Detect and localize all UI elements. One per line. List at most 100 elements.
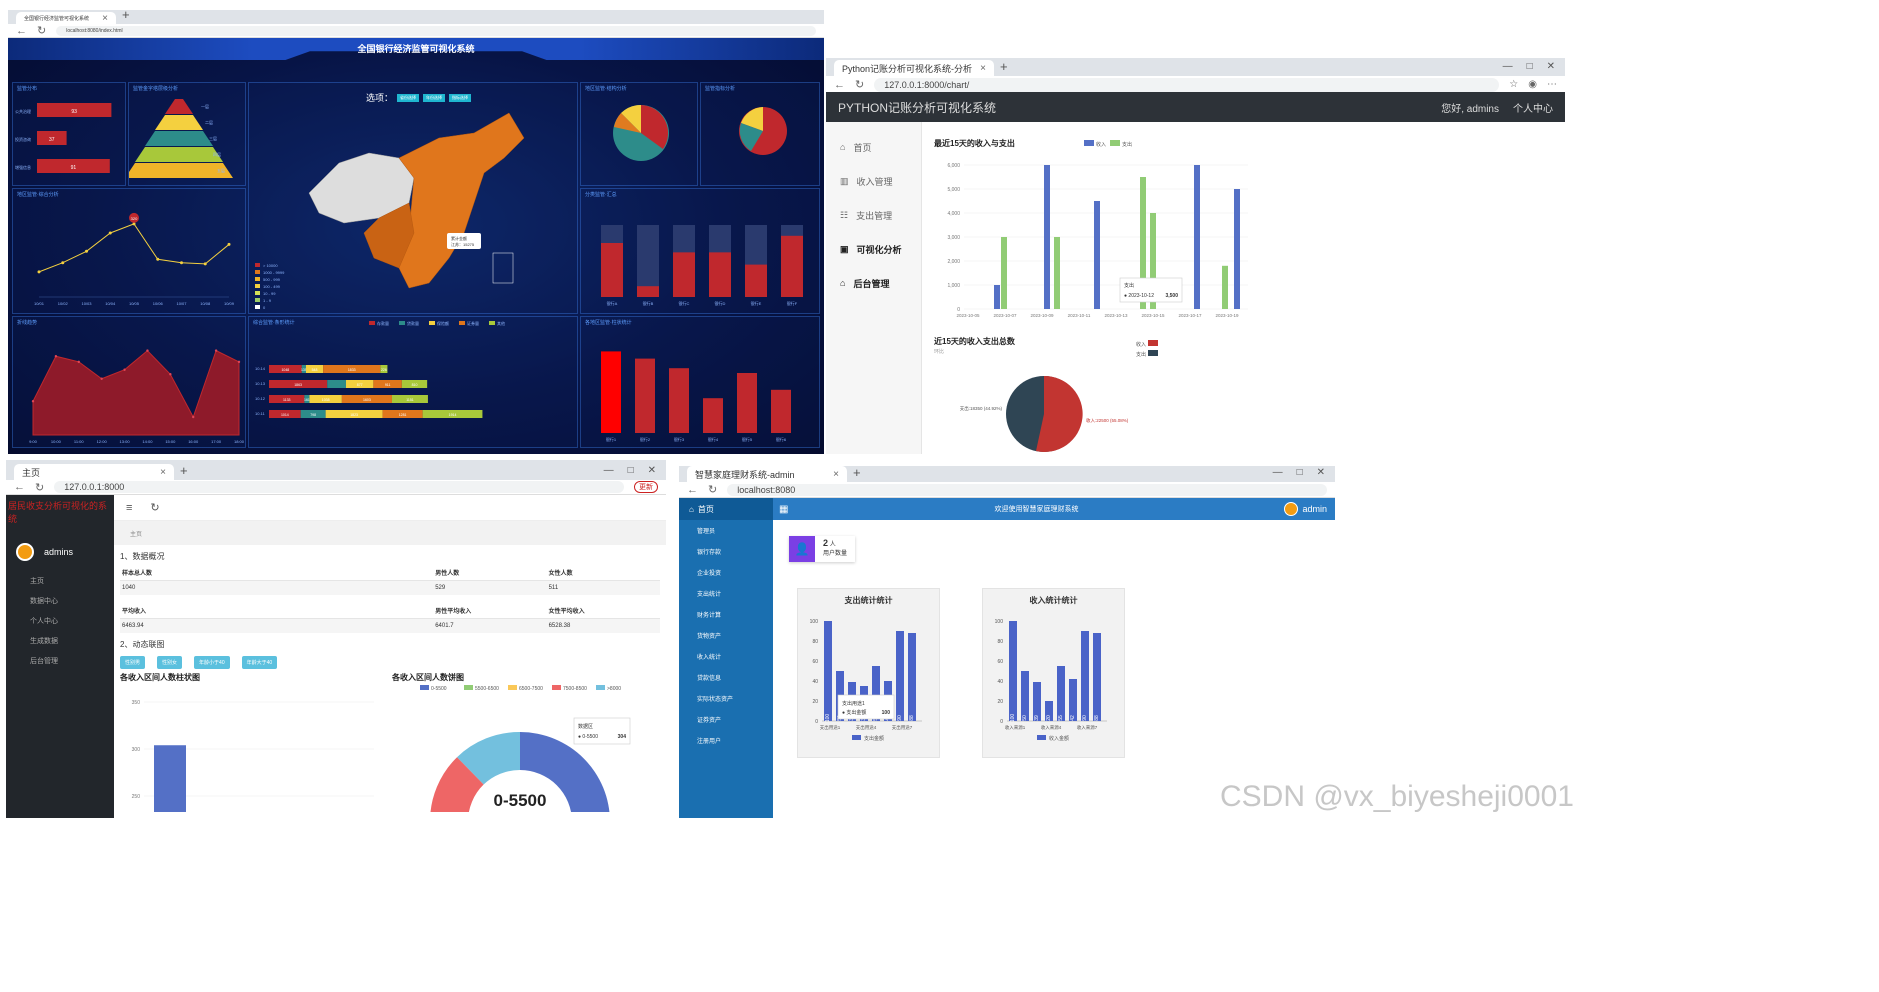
close-window-icon[interactable]: ✕ (647, 465, 656, 476)
address-bar[interactable]: localhost:8080 (727, 483, 1327, 496)
vbar-bar (635, 358, 655, 433)
reload-icon[interactable]: ↻ (855, 79, 865, 91)
sidebar-item-visual[interactable]: ▣ 可视化分析 (826, 232, 921, 266)
sidebar-item-home[interactable]: ⌂ 首页 (826, 130, 921, 164)
dashboard-tab[interactable]: 全国银行经济监管可视化系统 × (16, 12, 116, 24)
sidebar-item[interactable]: 企业投资 (697, 571, 722, 577)
user-menu[interactable]: 个人中心 (1513, 103, 1553, 115)
map-legend-swatch (255, 270, 260, 274)
stack-bar-fill (673, 252, 695, 297)
sidebar-item[interactable]: 注册用户 (697, 739, 722, 745)
reload-icon[interactable]: ↻ (35, 481, 45, 494)
new-tab-icon[interactable]: + (180, 463, 188, 478)
new-tab-icon[interactable]: + (122, 10, 130, 22)
back-icon[interactable]: ← (16, 24, 27, 37)
panel-title: 综合监管·条形统计 (253, 320, 295, 326)
sidebar-item[interactable]: 管理员 (697, 529, 716, 535)
tooltip-date: ● 2023-10-12 (1124, 293, 1154, 299)
sidebar-item-admin[interactable]: ⌂ 后台管理 (826, 266, 921, 300)
x-tick: 2023-10-15 (1141, 313, 1165, 318)
maximize-icon[interactable]: □ (627, 465, 634, 476)
accounting-tab[interactable]: Python记账分析可视化系统-分析 × (834, 60, 994, 76)
sidebar-item[interactable]: 实际状态资产 (697, 697, 734, 703)
close-icon[interactable]: × (833, 468, 839, 480)
stack-bar-fill (637, 286, 659, 297)
sidebar-item-expense[interactable]: ☷ 支出管理 (826, 198, 921, 232)
reload-icon[interactable]: ↻ (37, 25, 47, 37)
analysis-tab[interactable]: 主页 × (14, 464, 174, 480)
back-icon[interactable]: ← (834, 78, 845, 91)
sidebar-item-income[interactable]: ▥ 收入管理 (826, 164, 921, 198)
close-icon[interactable]: × (980, 62, 986, 74)
hbar-panel: 监管分布 93 公共治理 37 投资咨询 91 增强信息 (12, 82, 126, 186)
refresh-button[interactable]: 更新 (634, 481, 658, 493)
minimize-icon[interactable]: — (1502, 61, 1513, 72)
sidebar-item[interactable]: 证券资产 (697, 718, 722, 724)
sidebar-item[interactable]: 支出统计 (697, 592, 722, 598)
admin-name[interactable]: admin (1302, 504, 1327, 514)
close-window-icon[interactable]: ✕ (1546, 61, 1555, 72)
sidebar-item[interactable]: 收入统计 (697, 655, 722, 661)
map-legend-label: 0 (263, 305, 266, 310)
legend-label: 支出 (1122, 141, 1132, 148)
dashboard-title: 全国银行经济监管可视化系统 (357, 44, 475, 54)
sidebar-item-label: 可视化分析 (856, 244, 902, 255)
filter-age-under-40-button[interactable]: 年龄小于40 (194, 656, 230, 669)
map-tooltip-box (447, 233, 481, 249)
new-tab-icon[interactable]: + (1000, 59, 1008, 74)
legend-swatch (1037, 735, 1046, 740)
refresh-icon[interactable]: ↻ (150, 502, 160, 514)
x-tick: 2023-10-17 (1178, 313, 1202, 318)
filter-age-over-40-button[interactable]: 年龄大于40 (241, 656, 278, 669)
sidebar-item-label: 后台管理 (853, 278, 890, 289)
close-icon[interactable]: × (160, 466, 166, 478)
reload-icon[interactable]: ↻ (708, 484, 718, 496)
map-region-east (398, 112, 525, 289)
maximize-icon[interactable]: □ (1526, 61, 1533, 72)
south-sea-inset (492, 252, 514, 284)
sidebar-item[interactable]: 银行存款 (697, 550, 722, 556)
url-text: localhost:8080 (737, 484, 796, 495)
maximize-icon[interactable]: □ (1296, 467, 1303, 478)
minimize-icon[interactable]: — (1272, 467, 1283, 478)
finance-tab[interactable]: 智慧家庭理财系统-admin × (687, 466, 847, 482)
filter-female-button[interactable]: 性别女 (157, 656, 183, 669)
sidebar-item-profile[interactable]: 个人中心 (30, 618, 58, 625)
sidebar-item-generate[interactable]: 生成数据 (30, 638, 58, 645)
sidebar-item-admin[interactable]: 后台管理 (30, 658, 58, 665)
option-button-province[interactable]: 省份选择 (397, 93, 420, 102)
area-point (100, 377, 103, 380)
close-window-icon[interactable]: ✕ (1316, 467, 1325, 478)
new-tab-icon[interactable]: + (853, 466, 861, 480)
favorites-icon[interactable]: ☆ (1509, 79, 1519, 90)
menu-icon[interactable]: ≡ (126, 501, 133, 514)
address-bar[interactable]: 127.0.0.1:8000/chart/ (874, 77, 1500, 92)
option-button-year[interactable]: 年份选择 (423, 93, 446, 102)
address-bar[interactable]: 127.0.0.1:8000 (54, 481, 624, 493)
hstack-value: 1281 (399, 413, 407, 417)
minimize-icon[interactable]: — (603, 465, 614, 476)
vbar-label: 银行4 (708, 436, 719, 442)
back-icon[interactable]: ← (14, 481, 25, 493)
more-icon[interactable]: ⋯ (1547, 79, 1557, 90)
sidebar-item[interactable]: 货物资产 (697, 634, 722, 640)
legend-label: 5500-6500 (475, 686, 499, 692)
sidebar-home[interactable]: ⌂ 首页 (679, 498, 773, 520)
url-text: 127.0.0.1:8000/chart/ (884, 79, 970, 90)
close-icon[interactable]: × (102, 12, 108, 24)
sidebar-item-home[interactable]: 主页 (30, 578, 44, 585)
filter-male-button[interactable]: 性别男 (120, 656, 146, 669)
option-button-metric[interactable]: 指标选择 (449, 93, 472, 102)
address-bar[interactable]: localhost:8080/index.html (56, 25, 816, 36)
back-icon[interactable]: ← (687, 483, 698, 496)
card-bar-value: 100 (1010, 714, 1016, 723)
card-bar (1069, 679, 1077, 721)
line-point (203, 262, 207, 266)
sidebar-item[interactable]: 财务计算 (697, 613, 722, 619)
income-chart: 100 80 60 40 20 0 100 50 39 20 55 42 90 88 收入来源1 收入来源4 收… (995, 619, 1107, 742)
profile-icon[interactable]: ◉ (1528, 79, 1537, 90)
sidebar-item[interactable]: 贷款信息 (697, 676, 722, 682)
grid-icon[interactable]: ▦ (779, 503, 789, 515)
sidebar-item-data[interactable]: 数据中心 (30, 598, 58, 605)
